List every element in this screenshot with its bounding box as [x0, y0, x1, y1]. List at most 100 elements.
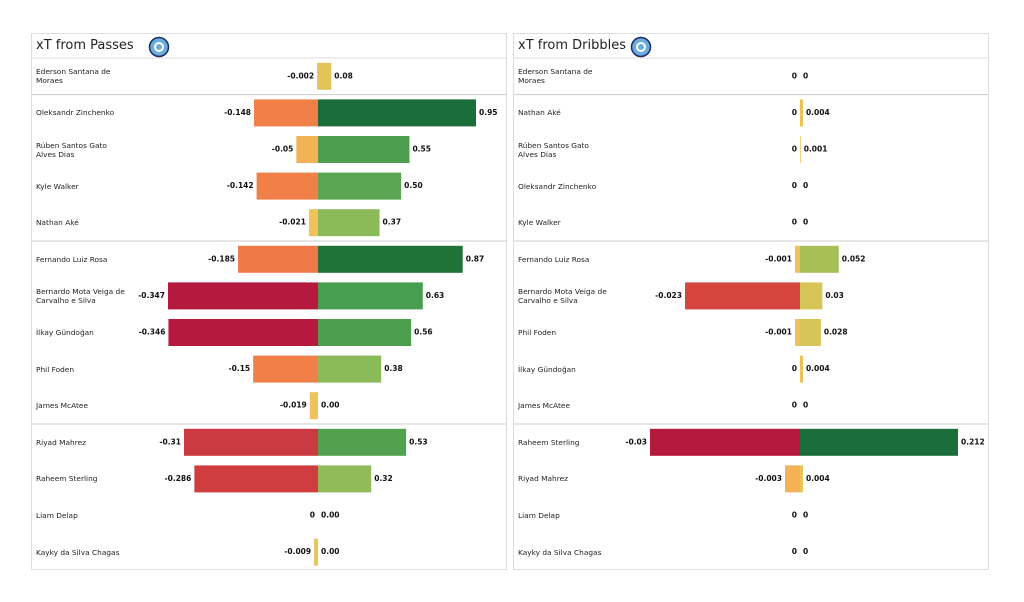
value-label: 0 — [803, 547, 808, 556]
bar — [253, 355, 318, 383]
bar — [309, 392, 318, 420]
bar — [795, 245, 800, 273]
chart-title: xT from Dribbles — [518, 38, 627, 53]
player-name: Nathan Aké — [518, 108, 561, 118]
value-label: -0.185 — [208, 254, 235, 263]
bar — [168, 282, 318, 310]
player-name: Liam Delap — [36, 511, 78, 520]
value-label: 0.50 — [404, 181, 423, 190]
value-label: 0.37 — [383, 218, 402, 227]
player-name: Bernardo Mota Veiga de Carvalho e Silva — [36, 286, 125, 305]
value-label: 0.212 — [961, 437, 985, 446]
value-label: 0 — [792, 181, 797, 190]
value-label: 0 — [803, 511, 808, 520]
player-name: Raheem Sterling — [518, 437, 580, 447]
value-label: 0 — [803, 71, 808, 80]
player-name: Rúben Santos Gato Alves Dias — [518, 140, 589, 159]
value-label: 0.00 — [321, 511, 340, 520]
bar — [800, 282, 823, 310]
player-name: Ederson Santana de Moraes — [36, 67, 111, 86]
bar — [800, 319, 821, 346]
value-label: 0 — [792, 547, 797, 556]
value-label: -0.347 — [138, 291, 165, 300]
value-label: 0 — [803, 218, 808, 227]
player-name: Fernando Luiz Rosa — [518, 254, 590, 264]
bar — [800, 99, 803, 127]
bar — [318, 99, 476, 127]
value-label: -0.05 — [272, 145, 294, 154]
bar — [194, 465, 318, 493]
value-label: 0.004 — [806, 474, 830, 483]
value-label: 0.00 — [321, 401, 340, 410]
bar — [183, 428, 318, 456]
value-label: -0.021 — [279, 218, 306, 227]
bar — [308, 209, 318, 237]
player-name: Kayky da Silva Chagas — [518, 547, 602, 557]
value-label: -0.346 — [139, 328, 166, 337]
player-name: Rúben Santos Gato Alves Dias — [36, 140, 107, 159]
value-label: 0.32 — [374, 474, 393, 483]
passes-panel: xT from Passes -0.002 0.08 -0.148 0.95 -0.05… — [31, 33, 507, 570]
value-label: 0.08 — [334, 71, 353, 80]
value-label: -0.142 — [227, 181, 254, 190]
value-label: -0.019 — [280, 401, 307, 410]
player-name: Raheem Sterling — [36, 474, 98, 484]
bar — [238, 245, 318, 273]
value-label: 0.004 — [806, 108, 830, 117]
player-name: Ederson Santana de Moraes — [518, 67, 593, 86]
value-label: 0 — [792, 511, 797, 520]
bar — [800, 465, 803, 493]
value-label: 0 — [310, 511, 315, 520]
value-label: 0 — [803, 181, 808, 190]
bar — [795, 319, 800, 346]
value-label: 0.00 — [321, 547, 340, 556]
player-name: İlkay Gündoğan — [518, 364, 576, 374]
value-label: 0 — [792, 401, 797, 410]
value-label: -0.03 — [625, 437, 647, 446]
value-label: 0 — [803, 401, 808, 410]
value-label: 0.63 — [426, 291, 445, 300]
bar — [256, 172, 318, 200]
player-name: Kyle Walker — [36, 181, 79, 191]
bars: -0.002 0.08 -0.148 0.95 -0.05 0.55 -0.142 0.50 -… — [32, 57, 506, 566]
bar — [318, 465, 372, 493]
bar — [318, 172, 402, 200]
bar — [318, 428, 407, 456]
value-label: 0.56 — [414, 328, 433, 337]
value-label: 0.052 — [842, 254, 866, 263]
value-label: 0.03 — [825, 291, 844, 300]
player-name: Phil Foden — [36, 364, 75, 374]
bar — [254, 99, 318, 127]
value-label: -0.15 — [229, 364, 251, 373]
value-label: 0.53 — [409, 437, 428, 446]
value-label: -0.31 — [159, 437, 181, 446]
chart-title: xT from Passes — [36, 38, 134, 53]
value-label: 0.95 — [479, 108, 498, 117]
club-logo — [148, 36, 170, 58]
bar — [318, 245, 463, 273]
value-label: -0.286 — [165, 474, 192, 483]
value-label: -0.009 — [284, 547, 311, 556]
player-name: Riyad Mahrez — [518, 474, 569, 484]
value-label: -0.023 — [655, 291, 682, 300]
value-label: 0 — [792, 145, 797, 154]
bar — [318, 62, 332, 90]
bar — [800, 428, 958, 456]
bar — [685, 282, 800, 310]
value-label: -0.001 — [765, 254, 792, 263]
bar — [318, 282, 423, 310]
player-name: Fernando Luiz Rosa — [36, 254, 108, 264]
bar — [318, 209, 380, 237]
value-label: 0.001 — [804, 145, 828, 154]
bar — [318, 319, 412, 346]
player-name: Oleksandr Zinchenko — [36, 108, 115, 118]
bar — [650, 428, 800, 456]
value-label: 0 — [792, 71, 797, 80]
player-name: Phil Foden — [518, 328, 557, 337]
bar — [800, 245, 839, 273]
bar — [314, 538, 318, 566]
bar — [168, 319, 318, 346]
bar — [800, 136, 801, 163]
